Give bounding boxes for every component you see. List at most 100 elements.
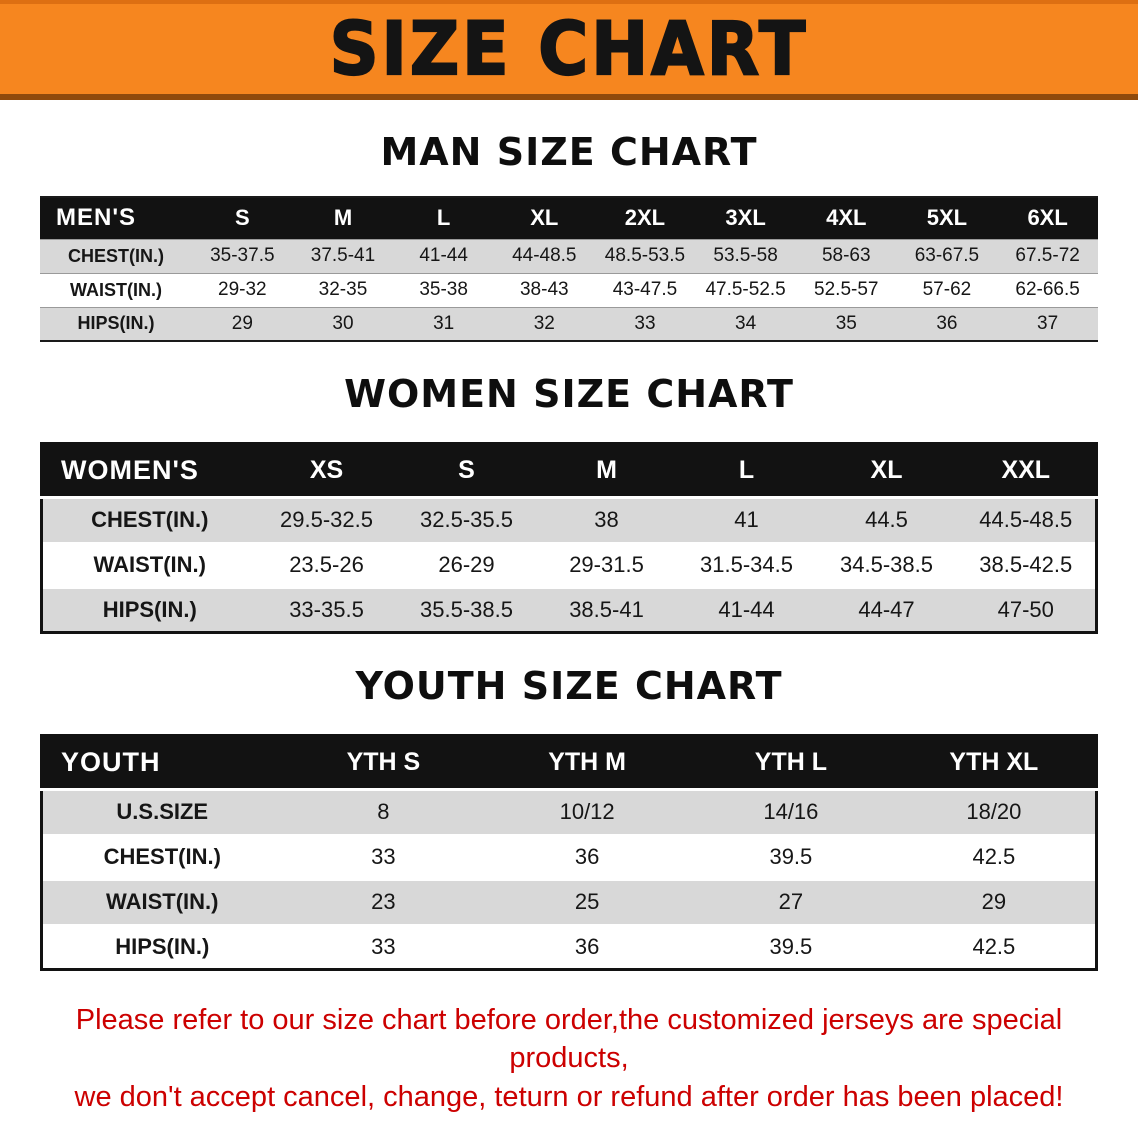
size-column-header: XL bbox=[816, 443, 957, 499]
size-value: 48.5-53.5 bbox=[594, 238, 696, 273]
size-value: 39.5 bbox=[689, 923, 893, 970]
table-header-row: YOUTH YTH S YTH M YTH L YTH XL bbox=[41, 735, 1097, 791]
size-value: 47-50 bbox=[956, 586, 1097, 633]
row-label: HIPS(IN.) bbox=[40, 306, 192, 341]
size-value: 35 bbox=[795, 306, 897, 341]
size-value: 35-38 bbox=[393, 272, 494, 307]
size-value: 44.5-48.5 bbox=[956, 496, 1097, 543]
size-column-header: YTH L bbox=[689, 735, 893, 791]
men-size-table: MEN'S S M L XL 2XL 3XL 4XL 5XL 6XL CHEST(IN.) 35-37… bbox=[40, 196, 1098, 342]
women-size-table: WOMEN'S XS S M L XL XXL CHEST(IN.) 29.5-32.5 32.5… bbox=[40, 442, 1098, 634]
size-value: 41-44 bbox=[393, 238, 494, 273]
size-column-header: 2XL bbox=[594, 197, 696, 239]
row-label: HIPS(IN.) bbox=[41, 923, 282, 970]
size-value: 35-37.5 bbox=[192, 238, 293, 273]
men-section-heading: MAN SIZE CHART bbox=[380, 130, 758, 174]
size-column-header: XL bbox=[493, 197, 595, 239]
size-value: 38.5-41 bbox=[536, 586, 677, 633]
size-value: 37.5-41 bbox=[292, 238, 394, 273]
size-value: 29-31.5 bbox=[536, 541, 677, 588]
size-value: 36 bbox=[896, 306, 998, 341]
youth-size-table: YOUTH YTH S YTH M YTH L YTH XL U.S.SIZE 8 10/12… bbox=[40, 734, 1098, 971]
table-title-cell: YOUTH bbox=[41, 735, 282, 791]
size-value: 52.5-57 bbox=[795, 272, 897, 307]
size-value: 58-63 bbox=[795, 238, 897, 273]
size-column-header: S bbox=[192, 197, 293, 239]
men-section: MAN SIZE CHART MEN'S S M L XL 2XL 3XL 4XL 5XL 6XL… bbox=[0, 130, 1138, 342]
size-value: 63-67.5 bbox=[896, 238, 998, 273]
size-value: 36 bbox=[485, 833, 689, 880]
size-value: 34 bbox=[695, 306, 796, 341]
table-title-cell: MEN'S bbox=[40, 197, 192, 239]
size-value: 33-35.5 bbox=[256, 586, 397, 633]
size-value: 23 bbox=[281, 878, 486, 925]
row-label: WAIST(IN.) bbox=[41, 878, 282, 925]
size-value: 29 bbox=[192, 306, 293, 341]
size-value: 10/12 bbox=[485, 788, 689, 835]
size-value: 32.5-35.5 bbox=[396, 496, 537, 543]
size-value: 32 bbox=[493, 306, 595, 341]
youth-section-heading: YOUTH SIZE CHART bbox=[355, 664, 783, 708]
table-row: HIPS(IN.) 29 30 31 32 33 34 35 36 37 bbox=[40, 306, 1098, 341]
table-row: CHEST(IN.) 35-37.5 37.5-41 41-44 44-48.5 48.5… bbox=[40, 238, 1098, 273]
size-column-header: M bbox=[292, 197, 394, 239]
size-value: 29-32 bbox=[192, 272, 293, 307]
row-label: WAIST(IN.) bbox=[41, 541, 257, 588]
youth-section: YOUTH SIZE CHART YOUTH YTH S YTH M YTH L YTH… bbox=[0, 664, 1138, 971]
size-value: 25 bbox=[485, 878, 689, 925]
size-column-header: L bbox=[676, 443, 817, 499]
row-label: U.S.SIZE bbox=[41, 788, 282, 835]
row-label: HIPS(IN.) bbox=[41, 586, 257, 633]
size-value: 41 bbox=[676, 496, 817, 543]
size-column-header: M bbox=[536, 443, 677, 499]
row-label: CHEST(IN.) bbox=[41, 496, 257, 543]
row-label: CHEST(IN.) bbox=[41, 833, 282, 880]
size-value: 67.5-72 bbox=[997, 238, 1098, 273]
size-column-header: XXL bbox=[956, 443, 1097, 499]
size-column-header: YTH S bbox=[281, 735, 486, 791]
size-value: 44-48.5 bbox=[493, 238, 595, 273]
size-value: 42.5 bbox=[892, 833, 1097, 880]
size-value: 27 bbox=[689, 878, 893, 925]
women-section-heading: WOMEN SIZE CHART bbox=[344, 372, 794, 416]
size-value: 18/20 bbox=[892, 788, 1097, 835]
size-column-header: S bbox=[396, 443, 537, 499]
row-label: CHEST(IN.) bbox=[40, 238, 192, 273]
order-policy-note-line1: Please refer to our size chart before or… bbox=[75, 1004, 1063, 1075]
size-value: 32-35 bbox=[292, 272, 394, 307]
size-value: 30 bbox=[292, 306, 394, 341]
size-value: 33 bbox=[281, 923, 486, 970]
table-header-row: WOMEN'S XS S M L XL XXL bbox=[41, 443, 1097, 499]
table-row: CHEST(IN.) 33 36 39.5 42.5 bbox=[41, 833, 1097, 880]
size-column-header: 6XL bbox=[997, 197, 1098, 239]
size-value: 41-44 bbox=[676, 586, 817, 633]
size-value: 38 bbox=[536, 496, 677, 543]
women-section: WOMEN SIZE CHART WOMEN'S XS S M L XL XXL CHEST(… bbox=[0, 372, 1138, 634]
size-column-header: YTH XL bbox=[892, 735, 1097, 791]
table-title-cell: WOMEN'S bbox=[41, 443, 257, 499]
table-row: WAIST(IN.) 23 25 27 29 bbox=[41, 878, 1097, 925]
size-value: 23.5-26 bbox=[256, 541, 397, 588]
size-value: 38.5-42.5 bbox=[956, 541, 1097, 588]
size-chart-banner: SIZE CHART bbox=[0, 0, 1138, 100]
size-column-header: XS bbox=[256, 443, 397, 499]
table-header-row: MEN'S S M L XL 2XL 3XL 4XL 5XL 6XL bbox=[40, 197, 1098, 239]
table-row: HIPS(IN.) 33-35.5 35.5-38.5 38.5-41 41-44 44-… bbox=[41, 586, 1097, 633]
size-value: 39.5 bbox=[689, 833, 893, 880]
size-value: 33 bbox=[281, 833, 486, 880]
table-row: CHEST(IN.) 29.5-32.5 32.5-35.5 38 41 44.5 44.5… bbox=[41, 496, 1097, 543]
size-column-header: 5XL bbox=[896, 197, 998, 239]
size-value: 44.5 bbox=[816, 496, 957, 543]
size-value: 33 bbox=[594, 306, 696, 341]
size-value: 62-66.5 bbox=[997, 272, 1098, 307]
order-policy-note-line2: we don't accept cancel, change, teturn o… bbox=[74, 1080, 1064, 1113]
size-value: 53.5-58 bbox=[695, 238, 796, 273]
size-value: 42.5 bbox=[892, 923, 1097, 970]
size-value: 36 bbox=[485, 923, 689, 970]
size-value: 44-47 bbox=[816, 586, 957, 633]
size-column-header: YTH M bbox=[485, 735, 689, 791]
size-column-header: 3XL bbox=[695, 197, 796, 239]
size-value: 38-43 bbox=[493, 272, 595, 307]
size-value: 29 bbox=[892, 878, 1097, 925]
size-value: 57-62 bbox=[896, 272, 998, 307]
